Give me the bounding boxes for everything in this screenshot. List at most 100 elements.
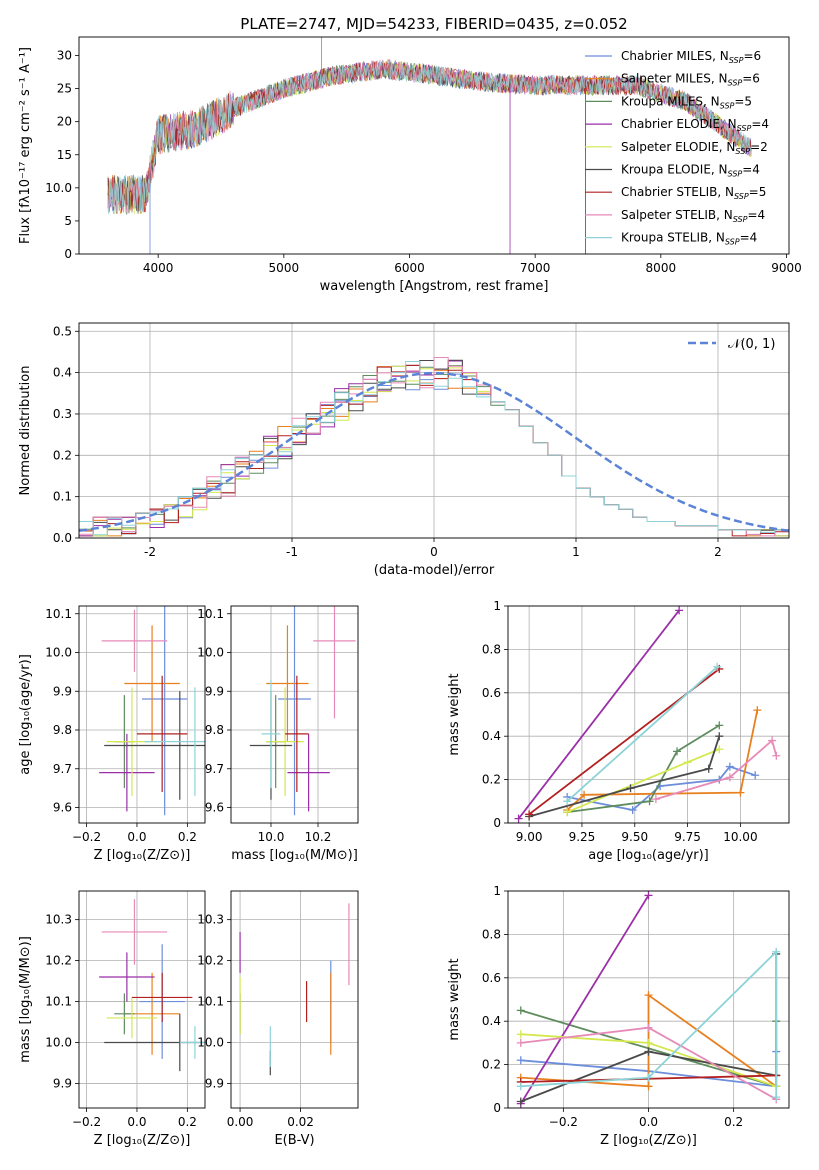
y-tick-label: 1 <box>493 599 501 613</box>
x-axis-label: age [log₁₀(age/yr)] <box>588 848 709 863</box>
y-tick-label: 0 <box>493 1101 501 1115</box>
x-axis-label: Z [log₁₀(Z/Z⊙)] <box>94 848 191 863</box>
y-tick-label: 10.1 <box>197 995 224 1009</box>
chart-title: PLATE=2747, MJD=54233, FIBERID=0435, z=0… <box>240 15 627 33</box>
axes-frame <box>507 605 790 824</box>
y-tick-label: 0.0 <box>53 531 72 545</box>
x-tick-label: 0.2 <box>178 830 197 844</box>
weight-point-marker <box>644 1038 653 1047</box>
weight-point-marker <box>673 747 682 756</box>
weight-point-marker <box>704 764 713 773</box>
weight-point-marker <box>736 788 745 797</box>
x-tick-label: 6000 <box>394 261 425 275</box>
y-tick-label: 9.8 <box>53 723 72 737</box>
y-tick-label: 9.7 <box>205 762 224 776</box>
y-tick-label: 9.9 <box>53 684 72 698</box>
weight-series-line <box>655 738 778 800</box>
weight-point-marker <box>514 814 523 823</box>
spectrum-series-line <box>107 59 752 215</box>
axes-frame <box>507 890 790 1109</box>
weight-point-marker <box>644 991 653 1000</box>
panel-age-vs-z: −0.2 0.0 0.2 9.6 9.7 9.8 9.9 10.0 10.1 Z [log₁₀(Z… <box>18 605 206 863</box>
legend-label: 𝒩(0, 1) <box>728 337 775 352</box>
x-tick-label: 10.2 <box>305 830 332 844</box>
weight-point-marker <box>563 797 572 806</box>
weight-point-marker <box>683 758 692 767</box>
panel-mass-vs-z: −0.2 0.0 0.2 9.9 10.0 10.1 10.2 10.3 Z [log₁₀(Z/… <box>18 890 206 1148</box>
x-tick-label: 10.0 <box>258 830 285 844</box>
y-tick-label: 0.2 <box>53 448 72 462</box>
y-tick-label: 10.0 <box>197 646 224 660</box>
x-axis-label: wavelength [Angstrom, rest frame] <box>320 279 549 294</box>
y-tick-label: 10.0 <box>45 646 72 660</box>
weight-point-marker <box>516 1097 525 1106</box>
y-tick-label: 0.2 <box>482 1058 501 1072</box>
legend-label: Chabrier ELODIE, NSSP=4 <box>621 117 769 133</box>
legend-label: Kroupa ELODIE, NSSP=4 <box>621 163 760 179</box>
weight-point-marker <box>516 1038 525 1047</box>
y-tick-label: 25 <box>57 82 72 96</box>
weight-point-marker <box>772 1093 781 1102</box>
x-tick-label: 0.2 <box>178 1115 197 1129</box>
weight-point-marker <box>725 762 734 771</box>
x-tick-label: −0.2 <box>72 1115 101 1129</box>
weight-point-marker <box>644 1023 653 1032</box>
y-tick-label: 0.4 <box>482 1014 501 1028</box>
x-tick-label: 5000 <box>269 261 300 275</box>
weight-point-marker <box>772 751 781 760</box>
legend-label: Kroupa STELIB, NSSP=4 <box>621 231 757 247</box>
axes-frame <box>78 605 206 824</box>
x-axis-label: (data-model)/error <box>374 563 495 578</box>
weight-point-marker <box>772 947 781 956</box>
weight-point-marker <box>715 732 724 741</box>
x-tick-label: 0.0 <box>639 1115 658 1129</box>
weight-point-marker <box>675 606 684 615</box>
weight-point-marker <box>516 1056 525 1065</box>
weight-point-marker <box>644 1047 653 1056</box>
weight-point-marker <box>713 662 722 671</box>
axes-frame <box>78 36 790 255</box>
legend-label: Chabrier STELIB, NSSP=5 <box>621 185 766 201</box>
plot-area <box>516 891 781 1108</box>
histogram-series <box>79 361 789 536</box>
weight-series-line <box>520 949 778 1098</box>
weight-series-line <box>567 724 720 813</box>
weight-point-marker <box>516 1006 525 1015</box>
weight-series-line <box>528 735 721 818</box>
y-tick-label: 10.0 <box>197 1035 224 1049</box>
weight-point-marker <box>628 805 637 814</box>
y-tick-label: 9.8 <box>205 723 224 737</box>
y-tick-label: 0.3 <box>53 407 72 421</box>
y-tick-label: 10.3 <box>45 913 72 927</box>
axes-frame <box>230 890 359 1109</box>
axes-frame <box>78 322 790 539</box>
panel-weight-vs-age: 9.00 9.25 9.50 9.75 10.00 0 0.2 0.4 0.6 0.8 1 age [… <box>447 599 790 863</box>
y-tick-label: 9.6 <box>205 801 224 815</box>
weight-series-line <box>520 894 650 1105</box>
y-axis-label: age [log₁₀(age/yr)] <box>18 654 33 775</box>
weight-point-marker <box>563 808 572 817</box>
x-tick-label: −0.2 <box>72 830 101 844</box>
y-tick-label: 10.2 <box>45 954 72 968</box>
weight-series-line <box>566 710 759 811</box>
panel-weight-vs-z: −0.2 0.0 0.2 0 0.2 0.4 0.6 0.8 1 Z [log₁₀(Z/Z⊙)] m… <box>447 884 790 1148</box>
y-tick-label: 0.4 <box>482 729 501 743</box>
weight-point-marker <box>525 810 534 819</box>
weight-point-marker <box>516 1082 525 1091</box>
panel-mass-vs-ebv: 0.00 0.02 9.9 10.0 10.1 10.2 10.3 E(B-V) <box>197 890 359 1148</box>
weight-point-marker <box>751 771 760 780</box>
weight-point-marker <box>715 721 724 730</box>
x-tick-label: 9.25 <box>569 830 596 844</box>
y-tick-label: 0.4 <box>53 366 72 380</box>
x-tick-label: 1 <box>572 545 580 559</box>
panel-spectrum: 4000 5000 6000 7000 8000 9000 0 5 10.0 15 20 25 30 wa… <box>18 15 802 294</box>
y-tick-label: 5 <box>64 214 72 228</box>
y-tick-label: 10.0 <box>45 1035 72 1049</box>
weight-point-marker <box>715 745 724 754</box>
legend-label: Salpeter STELIB, NSSP=4 <box>621 208 765 224</box>
weight-point-marker <box>516 1030 525 1039</box>
x-axis-label: mass [log₁₀(M/M⊙)] <box>231 848 358 863</box>
y-axis-label: Normed distribution <box>18 366 33 496</box>
x-tick-label: 10.00 <box>723 830 757 844</box>
